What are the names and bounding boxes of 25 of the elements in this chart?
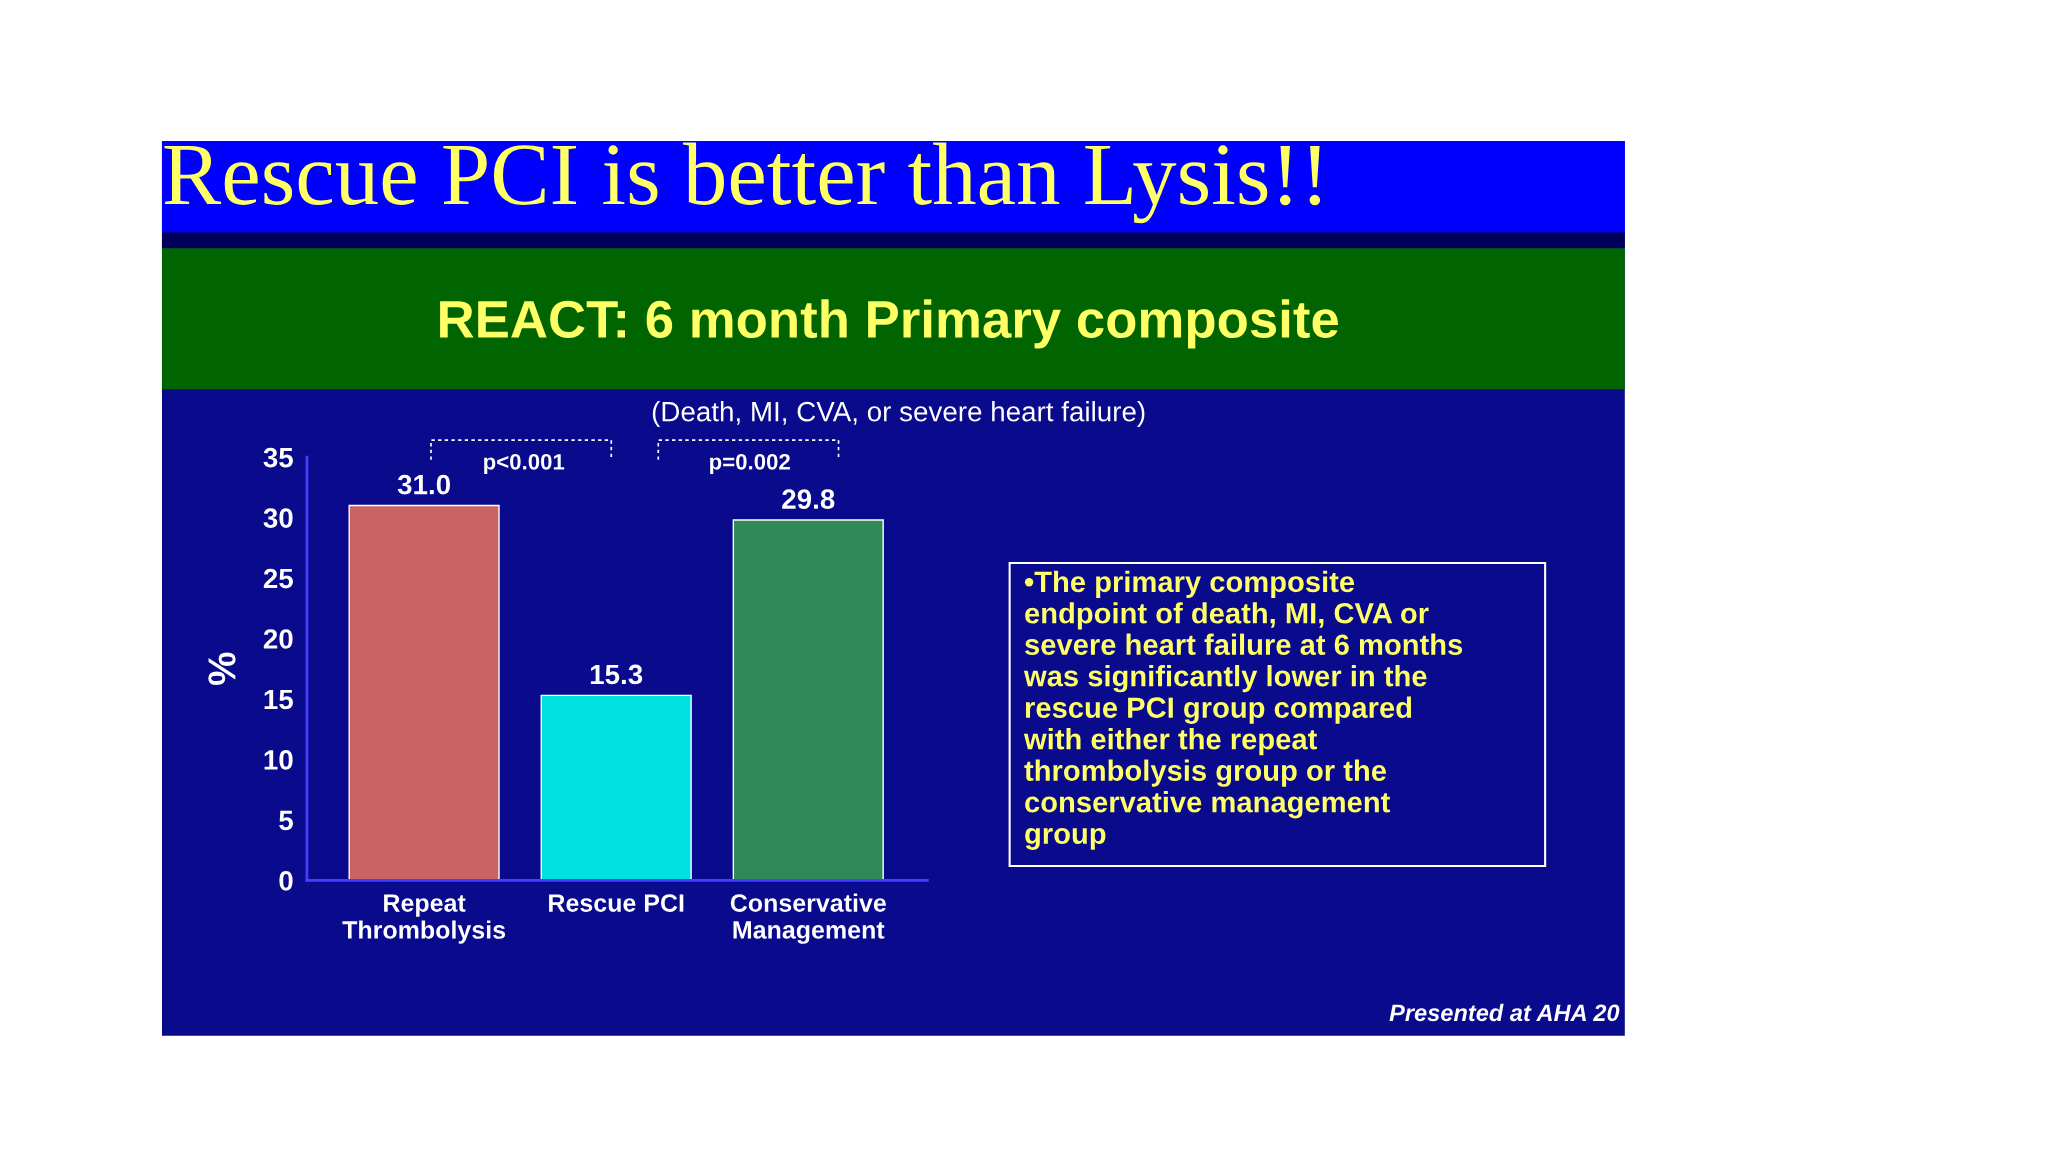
y-tick-label: 0 (279, 870, 293, 891)
y-tick-label: 15 (264, 689, 293, 710)
text: Presented at AHA 20 (1389, 1003, 1620, 1022)
annotation: p=0.002 (710, 453, 790, 475)
y-axis-title: % (208, 652, 236, 686)
x-tick-label: Conservative Management (730, 893, 886, 944)
y-tick-label: 5 (279, 810, 293, 831)
y-tick-label: 30 (263, 508, 293, 528)
bar (540, 694, 692, 881)
x-tick-label: Rescue PCI (549, 894, 684, 912)
chart-title: Rescue PCI is better than Lysis!! (164, 142, 1321, 224)
data-label: 29.8 (782, 489, 835, 509)
y-tick-label: 35 (263, 447, 293, 468)
text: •The primary composite endpoint of death, MI, CVA or severe heart failure at 6 months was significantly lower in the rescue PCI group compared with either the repeat thrombolysis group or the conservative management group (1023, 570, 1463, 850)
text: (Death, MI, CVA, or severe heart failure) (652, 401, 1145, 427)
data-label: 31.0 (397, 474, 450, 495)
data-label: 15.3 (590, 664, 643, 685)
x-tick-label: Repeat Thrombolysis (342, 894, 506, 944)
y-tick-label: 20 (263, 629, 293, 649)
chart-subtitle: REACT: 6 month Primary composite (440, 299, 1338, 349)
bar (732, 519, 884, 881)
annotation: p<0.001 (484, 453, 565, 475)
bar (348, 504, 500, 881)
y-tick-label: 10 (264, 750, 293, 770)
y-tick-label: 25 (263, 568, 293, 589)
